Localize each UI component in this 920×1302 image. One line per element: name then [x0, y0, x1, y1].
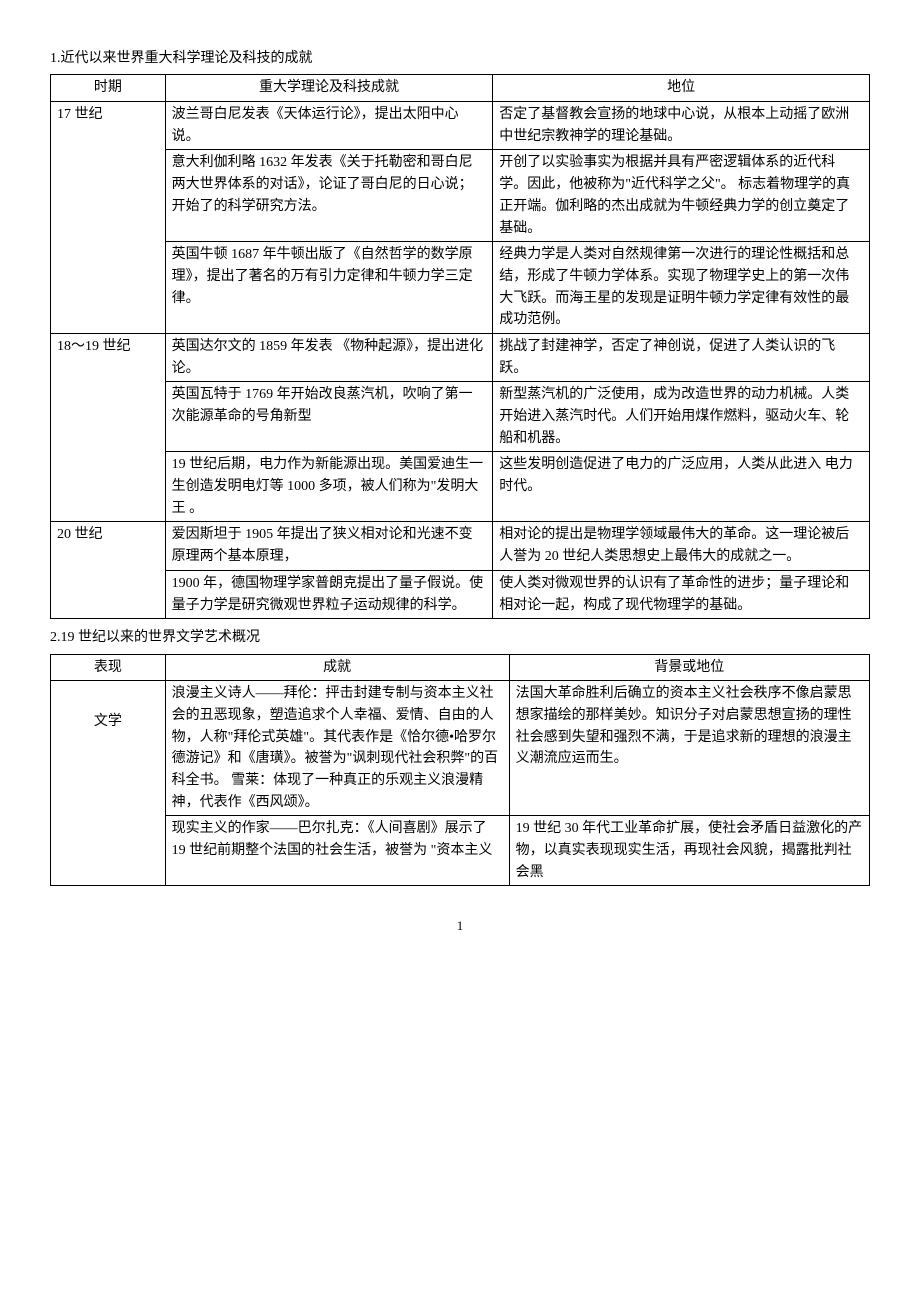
- table-science: 时期 重大学理论及科技成就 地位 17 世纪 波兰哥白尼发表《天体运行论》，提出…: [50, 74, 870, 619]
- cell-achv: 意大利伽利略 1632 年发表《关于托勒密和哥白尼两大世界体系的对话》，论证了哥…: [165, 150, 493, 242]
- col-achievement: 成就: [165, 654, 509, 681]
- col-position: 背景或地位: [509, 654, 869, 681]
- section1-title: 1.近代以来世界重大科学理论及科技的成就: [50, 48, 870, 70]
- cell-achv: 1900 年，德国物理学家普朗克提出了量子假说。使量子力学是研究微观世界粒子运动…: [165, 570, 493, 618]
- col-achievement: 重大学理论及科技成就: [165, 75, 493, 102]
- cell-pos: 否定了基督教会宣扬的地球中心说，从根本上动摇了欧洲中世纪宗教神学的理论基础。: [493, 102, 870, 150]
- cell-achv: 波兰哥白尼发表《天体运行论》，提出太阳中心说。: [165, 102, 493, 150]
- table-header-row: 时期 重大学理论及科技成就 地位: [51, 75, 870, 102]
- cell-achv: 爱因斯坦于 1905 年提出了狭义相对论和光速不变原理两个基本原理，: [165, 522, 493, 570]
- cell-pos: 经典力学是人类对自然规律第一次进行的理论性概括和总结，形成了牛顿力学体系。实现了…: [493, 242, 870, 334]
- page-number: 1: [50, 916, 870, 937]
- col-position: 地位: [493, 75, 870, 102]
- table-row: 20 世纪 爱因斯坦于 1905 年提出了狭义相对论和光速不变原理两个基本原理，…: [51, 522, 870, 570]
- table-row: 18～19 世纪 英国达尔文的 1859 年发表 《物种起源》，提出进化论。 挑…: [51, 333, 870, 381]
- table-header-row: 表现 成就 背景或地位: [51, 654, 870, 681]
- table-row: 19 世纪后期，电力作为新能源出现。美国爱迪生一生创造发明电灯等 1000 多项…: [51, 452, 870, 522]
- cell-pos: 开创了以实验事实为根据并具有严密逻辑体系的近代科学。因此，他被称为"近代科学之父…: [493, 150, 870, 242]
- cell-achv: 现实主义的作家——巴尔扎克：《人间喜剧》展示了 19 世纪前期整个法国的社会生活…: [165, 816, 509, 886]
- cell-pos: 法国大革命胜利后确立的资本主义社会秩序不像启蒙思想家描绘的那样美妙。知识分子对启…: [509, 681, 869, 816]
- cell-pos: 这些发明创造促进了电力的广泛应用，人类从此进入 电力时代。: [493, 452, 870, 522]
- col-period: 时期: [51, 75, 166, 102]
- table-literature: 表现 成就 背景或地位 文学 浪漫主义诗人——拜伦：抨击封建专制与资本主义社会的…: [50, 654, 870, 887]
- cell-pos: 19 世纪 30 年代工业革命扩展，使社会矛盾日益激化的产物，以真实表现现实生活…: [509, 816, 869, 886]
- cell-achv: 19 世纪后期，电力作为新能源出现。美国爱迪生一生创造发明电灯等 1000 多项…: [165, 452, 493, 522]
- cell-period: 20 世纪: [51, 522, 166, 619]
- cell-achv: 英国瓦特于 1769 年开始改良蒸汽机，吹响了第一次能源革命的号角新型: [165, 382, 493, 452]
- table-row: 文学 浪漫主义诗人——拜伦：抨击封建专制与资本主义社会的丑恶现象，塑造追求个人幸…: [51, 681, 870, 816]
- cell-pos: 新型蒸汽机的广泛使用，成为改造世界的动力机械。人类开始进入蒸汽时代。人们开始用煤…: [493, 382, 870, 452]
- section2-title: 2.19 世纪以来的世界文学艺术概况: [50, 627, 870, 649]
- cell-period: 17 世纪: [51, 102, 166, 334]
- col-category: 表现: [51, 654, 166, 681]
- table-row: 英国牛顿 1687 年牛顿出版了《自然哲学的数学原理》，提出了著名的万有引力定律…: [51, 242, 870, 334]
- cell-pos: 挑战了封建神学，否定了神创说，促进了人类认识的飞跃。: [493, 333, 870, 381]
- cell-achv: 浪漫主义诗人——拜伦：抨击封建专制与资本主义社会的丑恶现象，塑造追求个人幸福、爱…: [165, 681, 509, 816]
- table-row: 17 世纪 波兰哥白尼发表《天体运行论》，提出太阳中心说。 否定了基督教会宣扬的…: [51, 102, 870, 150]
- cell-period: 18～19 世纪: [51, 333, 166, 522]
- table-row: 意大利伽利略 1632 年发表《关于托勒密和哥白尼两大世界体系的对话》，论证了哥…: [51, 150, 870, 242]
- table-row: 现实主义的作家——巴尔扎克：《人间喜剧》展示了 19 世纪前期整个法国的社会生活…: [51, 816, 870, 886]
- table-row: 1900 年，德国物理学家普朗克提出了量子假说。使量子力学是研究微观世界粒子运动…: [51, 570, 870, 618]
- cell-achv: 英国达尔文的 1859 年发表 《物种起源》，提出进化论。: [165, 333, 493, 381]
- cell-pos: 相对论的提出是物理学领域最伟大的革命。这一理论被后人誉为 20 世纪人类思想史上…: [493, 522, 870, 570]
- cell-category: 文学: [51, 681, 166, 886]
- table-row: 英国瓦特于 1769 年开始改良蒸汽机，吹响了第一次能源革命的号角新型 新型蒸汽…: [51, 382, 870, 452]
- cell-pos: 使人类对微观世界的认识有了革命性的进步；量子理论和相对论一起，构成了现代物理学的…: [493, 570, 870, 618]
- cell-achv: 英国牛顿 1687 年牛顿出版了《自然哲学的数学原理》，提出了著名的万有引力定律…: [165, 242, 493, 334]
